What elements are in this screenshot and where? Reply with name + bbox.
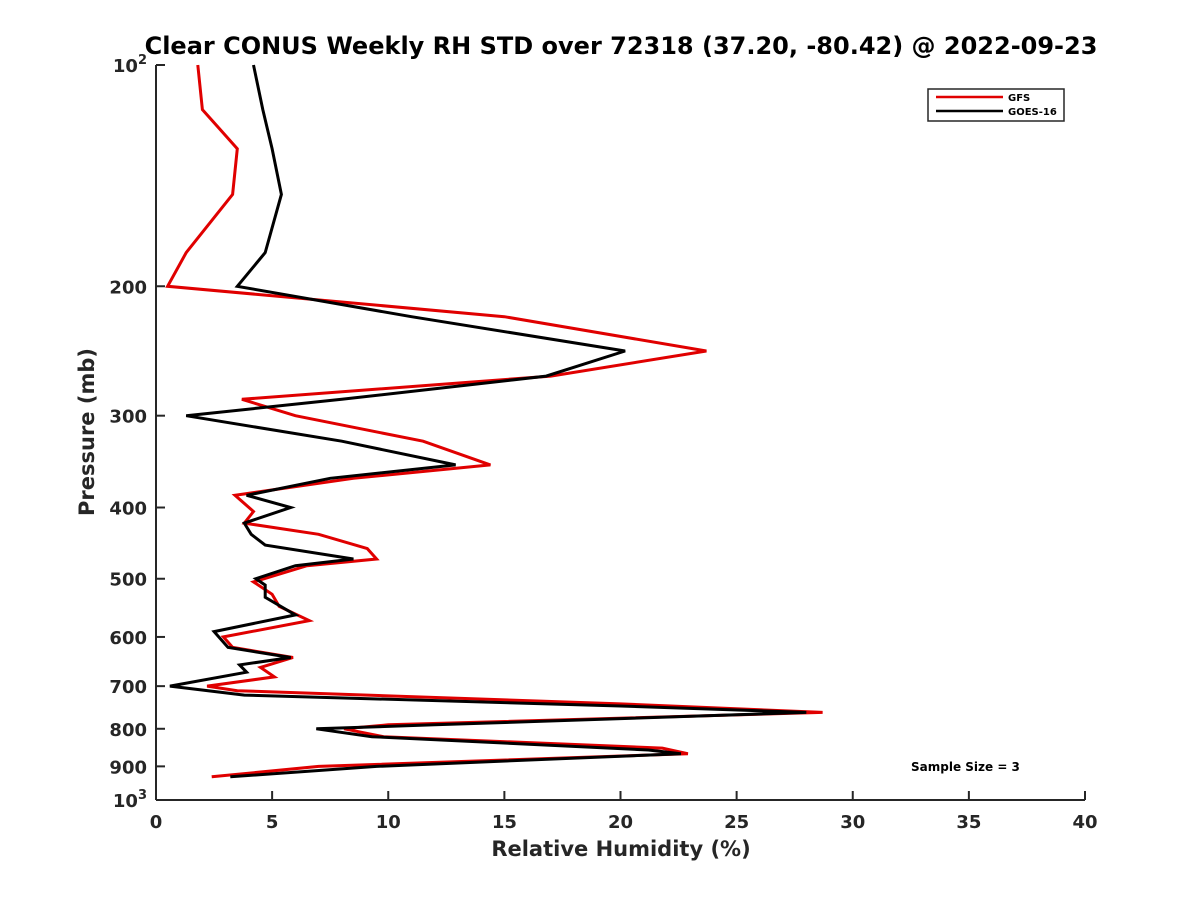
- legend-box: [927, 88, 1065, 122]
- x-axis-ticks: 0 5 10 15 20 25 30 35 40: [150, 791, 1098, 833]
- y-tick-label: 900: [109, 757, 147, 778]
- y-axis-ticks: 102 200 300 400 500 600 700 800 900 103: [109, 53, 165, 812]
- y-axis-label: Pressure (mb): [75, 348, 99, 516]
- x-tick-label: 35: [956, 812, 981, 833]
- y-tick-label: 102: [113, 53, 147, 77]
- series-layer: [165, 64, 823, 779]
- legend-label-goes16: GOES-16: [1008, 107, 1057, 118]
- y-tick-label: 200: [109, 277, 147, 298]
- chart-title: Clear CONUS Weekly RH STD over 72318 (37…: [145, 32, 1098, 60]
- series-line-goes16: [169, 64, 807, 779]
- legend: GFS GOES-16: [927, 88, 1065, 122]
- x-tick-label: 30: [840, 812, 865, 833]
- x-tick-label: 0: [150, 812, 163, 833]
- y-tick-label: 400: [109, 499, 147, 520]
- x-tick-label: 10: [376, 812, 401, 833]
- y-tick-label: 500: [109, 570, 147, 591]
- x-tick-label: 15: [492, 812, 517, 833]
- y-tick-label: 700: [109, 677, 147, 698]
- y-tick-label: 300: [109, 407, 147, 428]
- x-tick-label: 5: [266, 812, 279, 833]
- y-tick-label: 600: [109, 628, 147, 649]
- y-tick-label: 103: [113, 788, 147, 812]
- x-tick-label: 25: [724, 812, 749, 833]
- y-tick-label: 800: [109, 720, 147, 741]
- x-tick-label: 20: [608, 812, 633, 833]
- x-axis-label: Relative Humidity (%): [491, 837, 750, 861]
- x-tick-label: 40: [1072, 812, 1097, 833]
- legend-label-gfs: GFS: [1008, 93, 1030, 104]
- sample-size-annotation: Sample Size = 3: [911, 760, 1020, 774]
- plot-area: [156, 65, 1085, 800]
